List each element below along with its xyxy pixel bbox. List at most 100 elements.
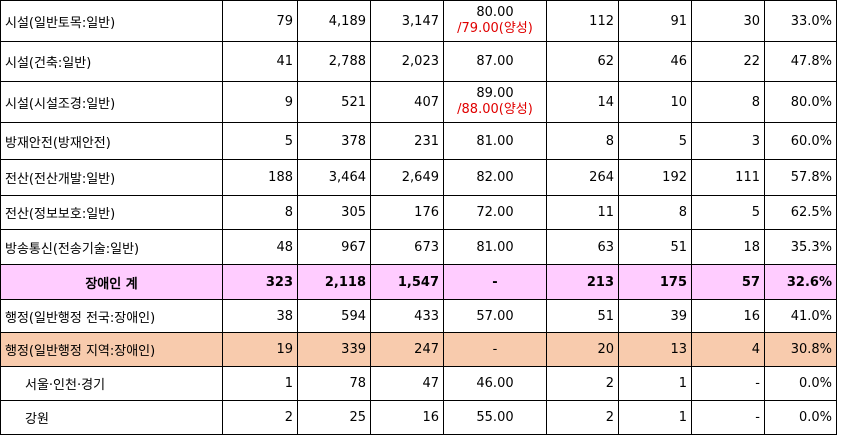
score-note: /79.00(양성) xyxy=(457,21,533,36)
row-name: 행정(일반행정 지역:장애인) xyxy=(0,332,223,367)
cell: 20 xyxy=(546,332,619,367)
cell: 247 xyxy=(370,332,444,367)
cell: 433 xyxy=(370,299,444,333)
cell: 967 xyxy=(297,229,371,265)
cell: 1 xyxy=(222,366,298,401)
cell: 46 xyxy=(618,41,692,82)
table-row: 전산(정보보호:일반) 8 305 176 72.00 11 8 5 62.5% xyxy=(0,195,837,230)
row-name: 전산(정보보호:일반) xyxy=(0,195,223,230)
cell: 323 xyxy=(222,264,298,300)
cell: 305 xyxy=(297,195,371,230)
cell: 48 xyxy=(222,229,298,265)
cell: 78 xyxy=(297,366,371,401)
score-cell: 46.00 xyxy=(443,366,547,401)
cell: 231 xyxy=(370,122,444,160)
cell: 213 xyxy=(546,264,619,300)
percent-cell: 80.0% xyxy=(764,81,837,123)
cell: 1 xyxy=(618,400,692,435)
cell: 3,464 xyxy=(297,159,371,196)
cell: 19 xyxy=(222,332,298,367)
table-row: 방송통신(전송기술:일반) 48 967 673 81.00 63 51 18 … xyxy=(0,229,837,265)
cell: 2,649 xyxy=(370,159,444,196)
score-cell: 87.00 xyxy=(443,41,547,82)
cell: 1 xyxy=(618,366,692,401)
cell: 192 xyxy=(618,159,692,196)
cell: 2 xyxy=(222,400,298,435)
cell: 14 xyxy=(546,81,619,123)
row-name: 시설(건축:일반) xyxy=(0,41,223,82)
cell: 8 xyxy=(691,81,765,123)
percent-cell: 0.0% xyxy=(764,366,837,401)
percent-cell: 57.8% xyxy=(764,159,837,196)
cell: 30 xyxy=(691,0,765,42)
cell: 47 xyxy=(370,366,444,401)
table-row: 시설(시설조경:일반) 9 521 407 89.00/88.00(양성) 14… xyxy=(0,81,837,123)
cell: 16 xyxy=(691,299,765,333)
cell: 111 xyxy=(691,159,765,196)
percent-cell: 0.0% xyxy=(764,400,837,435)
score-cell: 89.00/88.00(양성) xyxy=(443,81,547,123)
subtotal-row: 장애인 계 323 2,118 1,547 - 213 175 57 32.6% xyxy=(0,264,837,300)
cell: 38 xyxy=(222,299,298,333)
table-row: 행정(일반행정 전국:장애인) 38 594 433 57.00 51 39 1… xyxy=(0,299,837,333)
score-cell: - xyxy=(443,264,547,300)
cell: 8 xyxy=(546,122,619,160)
cell: 11 xyxy=(546,195,619,230)
cell: 39 xyxy=(618,299,692,333)
cell: 176 xyxy=(370,195,444,230)
regional-row: 행정(일반행정 지역:장애인) 19 339 247 - 20 13 4 30.… xyxy=(0,332,837,367)
cell: 673 xyxy=(370,229,444,265)
score: 80.00 xyxy=(476,5,514,20)
table-row: 서울·인천·경기 1 78 47 46.00 2 1 - 0.0% xyxy=(0,366,837,401)
percent-cell: 41.0% xyxy=(764,299,837,333)
row-name: 전산(전산개발:일반) xyxy=(0,159,223,196)
cell: 4 xyxy=(691,332,765,367)
cell: 22 xyxy=(691,41,765,82)
cell: 175 xyxy=(618,264,692,300)
table-row: 전산(전산개발:일반) 188 3,464 2,649 82.00 264 19… xyxy=(0,159,837,196)
cell: 10 xyxy=(618,81,692,123)
cell: 57 xyxy=(691,264,765,300)
cell: 264 xyxy=(546,159,619,196)
cell: 13 xyxy=(618,332,692,367)
cell: - xyxy=(691,366,765,401)
recruitment-stats-table: 시설(일반토목:일반) 79 4,189 3,147 80.00/79.00(양… xyxy=(0,0,837,435)
cell: 2,118 xyxy=(297,264,371,300)
cell: 51 xyxy=(546,299,619,333)
score-cell: 72.00 xyxy=(443,195,547,230)
percent-cell: 62.5% xyxy=(764,195,837,230)
score-cell: 57.00 xyxy=(443,299,547,333)
cell: 2 xyxy=(546,400,619,435)
cell: 5 xyxy=(222,122,298,160)
cell: 188 xyxy=(222,159,298,196)
cell: 2,023 xyxy=(370,41,444,82)
percent-cell: 32.6% xyxy=(764,264,837,300)
cell: 25 xyxy=(297,400,371,435)
score-cell: 80.00/79.00(양성) xyxy=(443,0,547,42)
cell: 8 xyxy=(222,195,298,230)
row-name: 강원 xyxy=(0,400,223,435)
table-row: 시설(건축:일반) 41 2,788 2,023 87.00 62 46 22 … xyxy=(0,41,837,82)
table-row: 방재안전(방재안전) 5 378 231 81.00 8 5 3 60.0% xyxy=(0,122,837,160)
cell: 63 xyxy=(546,229,619,265)
cell: 1,547 xyxy=(370,264,444,300)
row-name: 서울·인천·경기 xyxy=(0,366,223,401)
cell: 4,189 xyxy=(297,0,371,42)
cell: 41 xyxy=(222,41,298,82)
cell: 3 xyxy=(691,122,765,160)
cell: 18 xyxy=(691,229,765,265)
cell: 91 xyxy=(618,0,692,42)
cell: 62 xyxy=(546,41,619,82)
cell: 51 xyxy=(618,229,692,265)
cell: 3,147 xyxy=(370,0,444,42)
cell: 378 xyxy=(297,122,371,160)
row-name: 행정(일반행정 전국:장애인) xyxy=(0,299,223,333)
cell: - xyxy=(691,400,765,435)
cell: 5 xyxy=(691,195,765,230)
cell: 2 xyxy=(546,366,619,401)
cell: 521 xyxy=(297,81,371,123)
percent-cell: 30.8% xyxy=(764,332,837,367)
row-name: 시설(일반토목:일반) xyxy=(0,0,223,42)
percent-cell: 47.8% xyxy=(764,41,837,82)
cell: 339 xyxy=(297,332,371,367)
